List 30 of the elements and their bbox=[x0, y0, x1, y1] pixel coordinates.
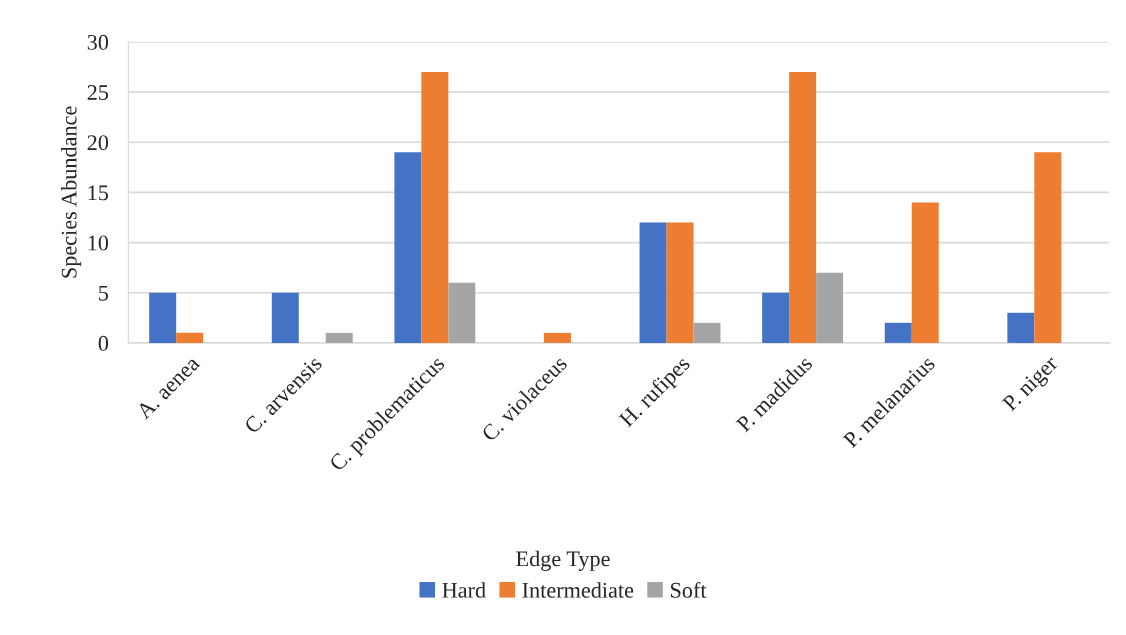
bar bbox=[1007, 312, 1035, 343]
legend-title: Edge Type bbox=[516, 550, 610, 571]
bar bbox=[325, 332, 353, 343]
bar bbox=[639, 222, 667, 343]
bar bbox=[271, 292, 299, 343]
bar bbox=[176, 332, 204, 343]
y-axis-title: Species Abundance bbox=[60, 106, 82, 278]
y-tick-label: 5 bbox=[99, 285, 109, 301]
legend-label: Intermediate bbox=[522, 582, 634, 598]
y-tick-label: 0 bbox=[98, 335, 109, 351]
y-tick-label: 15 bbox=[88, 185, 109, 201]
bar bbox=[816, 272, 844, 343]
bar bbox=[884, 322, 912, 343]
bar bbox=[448, 282, 476, 343]
bar bbox=[693, 322, 721, 343]
y-tick-label: 10 bbox=[88, 235, 109, 251]
bar bbox=[421, 72, 449, 343]
legend-label: Hard bbox=[442, 582, 486, 598]
bar bbox=[1034, 152, 1062, 343]
bar bbox=[543, 332, 571, 343]
bar bbox=[666, 222, 694, 343]
legend-label: Soft bbox=[670, 581, 707, 598]
y-tick-label: 20 bbox=[87, 135, 109, 151]
bar bbox=[911, 202, 939, 343]
bar bbox=[789, 72, 817, 343]
y-tick-label: 25 bbox=[87, 85, 109, 100]
bar bbox=[149, 292, 177, 343]
bar bbox=[394, 152, 422, 343]
y-tick-label: 30 bbox=[87, 34, 109, 50]
bar bbox=[762, 292, 790, 343]
